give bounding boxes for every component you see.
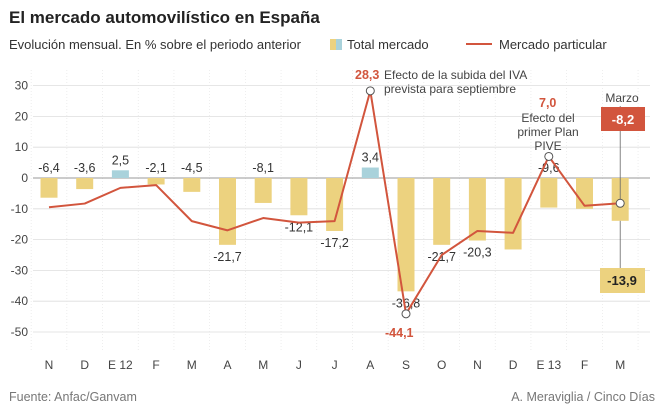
x-tick-label: J <box>332 358 338 372</box>
highlight-point <box>365 86 375 96</box>
annotation-pive-value: 7,0 <box>539 96 556 110</box>
x-tick-label: N <box>45 358 54 372</box>
annotation-iva-line2: prevista para septiembre <box>384 82 516 96</box>
legend-swatch-total-neg <box>330 39 336 50</box>
y-tick-label: 10 <box>15 140 29 154</box>
highlight-point <box>544 151 554 161</box>
annotation-pive-line3: PIVE <box>534 139 561 153</box>
y-tick-label: -20 <box>11 233 29 247</box>
footer-source: Fuente: Anfac/Ganvam <box>9 390 137 404</box>
bar-value-label: -2,1 <box>145 161 167 175</box>
bar-total-mercado <box>76 178 94 190</box>
marzo-particular-value: -8,2 <box>612 112 634 127</box>
x-tick-label: D <box>509 358 518 372</box>
annotation-pive-line1: Efecto del <box>521 111 574 125</box>
marzo-total-box-bg <box>600 268 645 293</box>
x-tick-label: M <box>615 358 625 372</box>
x-tick-label: F <box>581 358 588 372</box>
y-tick-label: -10 <box>11 202 29 216</box>
x-tick-label: E 12 <box>108 358 133 372</box>
chart-title: El mercado automovilístico en España <box>9 8 320 27</box>
line-mercado-particular <box>48 89 621 315</box>
highlight-point <box>401 309 411 319</box>
annotation-marzo-label: Marzo <box>605 91 639 105</box>
annotation-iva-line1: Efecto de la subida del IVA <box>384 68 527 82</box>
bar-total-mercado <box>219 178 236 245</box>
bar-value-label: -6,4 <box>38 161 60 175</box>
bar-total-mercado <box>254 178 272 203</box>
marzo-total-value: -13,9 <box>607 273 637 288</box>
legend-label-particular: Mercado particular <box>499 37 607 52</box>
bar-value-label: -17,2 <box>320 236 349 250</box>
bar-value-label: -4,5 <box>181 161 203 175</box>
bar-value-label: -20,3 <box>463 246 492 260</box>
bar-total-mercado <box>326 178 344 231</box>
x-tick-label: O <box>437 358 446 372</box>
bar-value-label: -12,1 <box>285 220 314 234</box>
bar-total-mercado <box>468 178 486 241</box>
y-tick-label: 20 <box>15 109 29 123</box>
y-tick-label: -30 <box>11 263 29 277</box>
bar-total-mercado <box>290 178 308 216</box>
chart-subtitle: Evolución mensual. En % sobre el periodo… <box>9 37 302 52</box>
bar-total-mercado <box>504 178 522 250</box>
y-tick-label: -50 <box>11 325 29 339</box>
bar-total-mercado <box>183 178 201 192</box>
legend-label-total: Total mercado <box>347 37 429 52</box>
x-tick-label: M <box>187 358 197 372</box>
bar-value-label: 2,5 <box>112 153 129 167</box>
x-tick-label: A <box>223 358 231 372</box>
bars <box>40 167 629 292</box>
y-tick-label: -40 <box>11 294 29 308</box>
bar-value-label: -3,6 <box>74 161 96 175</box>
bar-total-mercado <box>147 178 165 185</box>
y-tick-label: 0 <box>21 171 28 185</box>
y-axis: 30 20 10 0 -10 -20 -30 -40 -50 <box>11 79 29 339</box>
legend-swatch-total-pos <box>336 39 342 50</box>
bar-value-label: -8,1 <box>252 161 274 175</box>
x-tick-label: F <box>152 358 159 372</box>
x-tick-label: M <box>258 358 268 372</box>
annotation-iva-value: 28,3 <box>355 68 379 82</box>
bar-total-mercado <box>397 178 415 292</box>
bar-value-label: -36,8 <box>392 296 421 310</box>
footer-credit: A. Meraviglia / Cinco Días <box>511 390 655 404</box>
bar-total-mercado <box>540 178 558 208</box>
marzo-particular-box: -8,2 <box>601 107 645 131</box>
legend: Total mercado Mercado particular <box>330 37 607 52</box>
x-tick-label: J <box>296 358 302 372</box>
bar-value-label: -21,7 <box>213 250 242 264</box>
x-tick-label: E 13 <box>536 358 561 372</box>
bar-total-mercado <box>111 170 129 178</box>
annotation-sep-low: -44,1 <box>385 326 414 340</box>
bar-value-label: 3,4 <box>362 151 379 165</box>
x-tick-label: D <box>80 358 89 372</box>
particular-line <box>48 86 625 319</box>
bar-labels: -6,4 -3,6 2,5 -2,1 -4,5 -21,7 -8,1 -12,1 -17,2 3,… <box>38 151 559 311</box>
bar-total-mercado <box>433 178 451 245</box>
marzo-particular-box-bg <box>601 107 645 131</box>
highlight-point <box>615 198 625 208</box>
legend-swatch-total <box>330 39 342 50</box>
x-tick-label: S <box>402 358 410 372</box>
x-tick-label: N <box>473 358 482 372</box>
annotation-pive-line2: primer Plan <box>517 125 578 139</box>
x-tick-label: A <box>366 358 374 372</box>
y-tick-label: 30 <box>15 79 29 93</box>
x-axis: N D E 12 F M A M J J A S O N D E 13 F M <box>45 358 626 372</box>
marzo-total-box: -13,9 <box>600 268 645 293</box>
bar-total-mercado <box>40 178 58 198</box>
bar-total-mercado <box>361 167 379 178</box>
